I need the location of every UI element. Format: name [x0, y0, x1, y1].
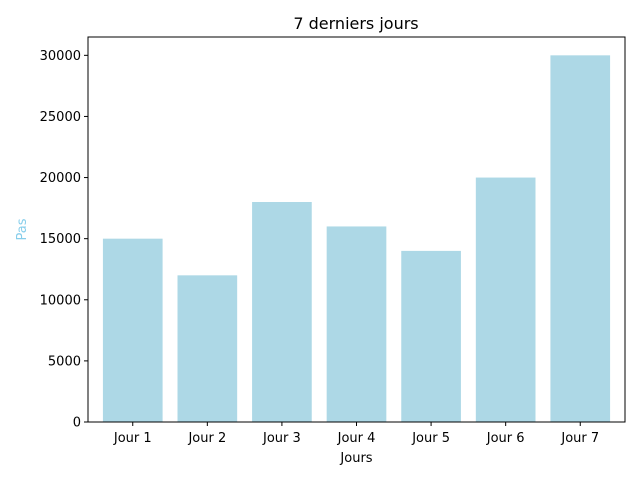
- y-tick-label: 15000: [40, 232, 81, 247]
- bar-6: [475, 177, 536, 422]
- y-tick-label: 20000: [40, 171, 81, 186]
- y-tick-label: 25000: [40, 110, 81, 125]
- x-axis-title: Jours: [339, 451, 372, 466]
- x-tick-label: Jour 7: [560, 431, 599, 446]
- bar-2: [177, 275, 238, 422]
- x-axis-ticks: Jour 1 Jour 2 Jour 3 Jour 4 Jour 5 Jour 6 Jour…: [113, 422, 599, 446]
- bar-5: [401, 250, 461, 422]
- x-tick-label: Jour 6: [486, 431, 525, 446]
- x-tick-label: Jour 2: [187, 431, 226, 446]
- y-axis-ticks: 0 5000 10000 15000 20000 25000 30000: [40, 49, 88, 431]
- plot-frame: [87, 36, 626, 423]
- x-tick-label: Jour 3: [262, 431, 301, 446]
- bar-4: [326, 226, 387, 422]
- y-tick-label: 5000: [48, 354, 81, 369]
- x-tick-label: Jour 5: [411, 431, 450, 446]
- y-axis-title: Pas: [15, 218, 30, 240]
- y-tick-label: 0: [73, 416, 81, 431]
- chart-title: 7 derniers jours: [293, 14, 418, 33]
- x-tick-label: Jour 1: [113, 431, 152, 446]
- bar-1: [102, 238, 163, 422]
- bars-group: [102, 55, 611, 422]
- x-tick-label: Jour 4: [337, 431, 376, 446]
- bar-7: [550, 55, 611, 422]
- y-tick-label: 10000: [40, 293, 81, 308]
- y-tick-label: 30000: [40, 49, 81, 64]
- bar-3: [252, 202, 312, 422]
